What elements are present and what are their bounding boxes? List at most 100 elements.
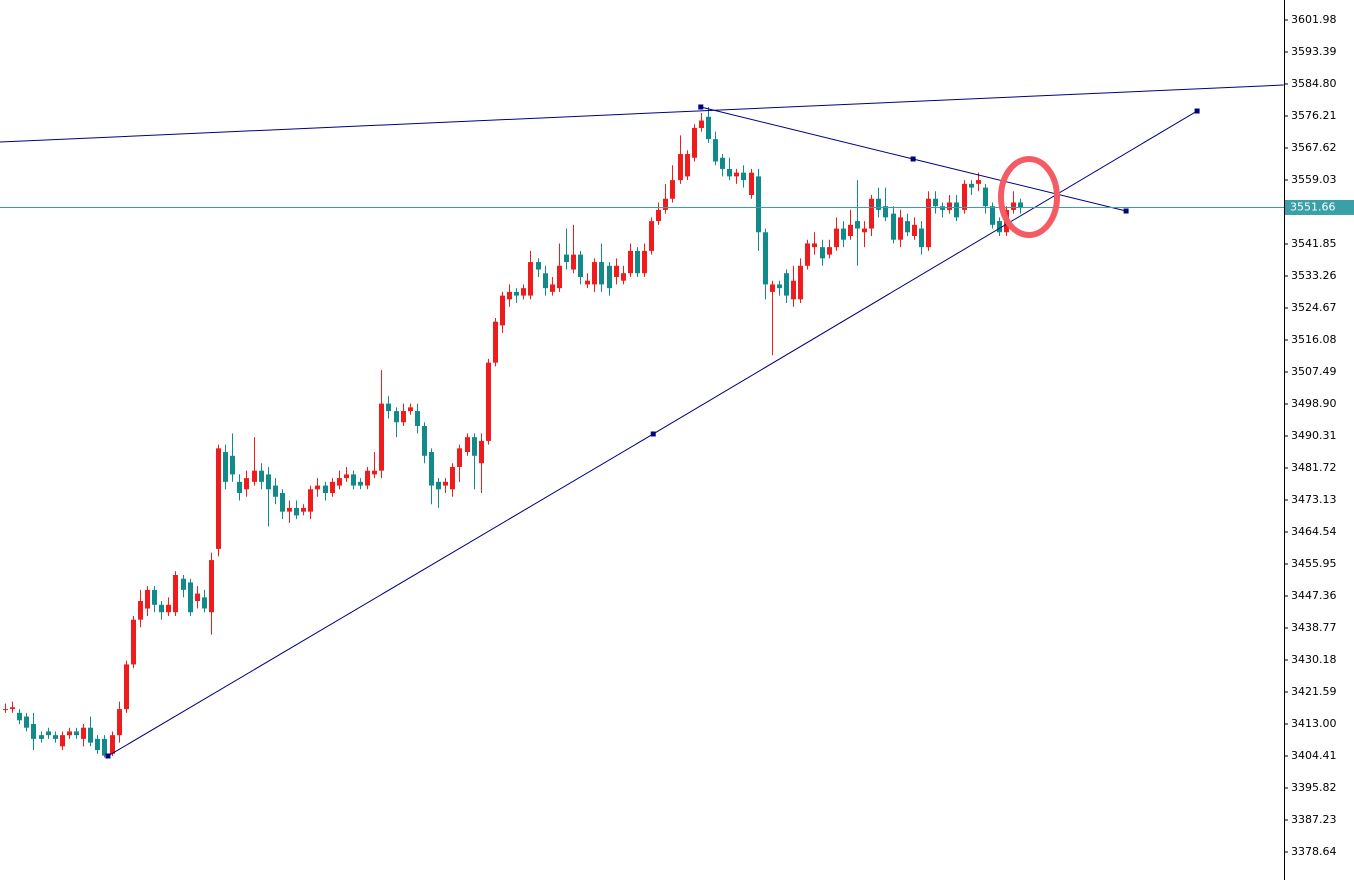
plot-area <box>0 84 1284 759</box>
candle-body <box>883 206 888 218</box>
y-tick-label: 3576.21 <box>1291 109 1337 122</box>
candle-body <box>1011 202 1016 210</box>
candle-body <box>46 731 51 736</box>
candle-body <box>259 470 264 482</box>
candle-body <box>777 284 782 289</box>
candle-body <box>543 273 548 289</box>
candle-body <box>10 707 15 710</box>
candle-body <box>287 507 292 512</box>
candle-body <box>3 709 8 711</box>
candle-body <box>244 478 249 490</box>
candle-body <box>628 250 633 274</box>
candle-body <box>39 735 44 739</box>
candle-body <box>372 470 377 475</box>
candle-body <box>344 474 349 479</box>
candle-body <box>237 481 242 494</box>
y-tick-label: 3498.90 <box>1291 397 1337 410</box>
highlight-circle <box>998 156 1060 238</box>
candle-body <box>848 224 853 236</box>
candle-body <box>159 604 164 613</box>
y-tick-label: 3413.00 <box>1291 717 1337 730</box>
candle-body <box>656 209 661 222</box>
candle-body <box>422 425 427 456</box>
candle-body <box>685 154 690 177</box>
candle-body <box>976 180 981 184</box>
candle-body <box>528 262 533 296</box>
y-tick-label: 3593.39 <box>1291 45 1337 58</box>
candle-body <box>898 217 903 240</box>
y-tick-label: 3559.03 <box>1291 173 1337 186</box>
y-tick-label: 3387.23 <box>1291 813 1337 826</box>
candle-body <box>919 228 924 248</box>
candle-body <box>436 481 441 490</box>
y-tick-label: 3524.67 <box>1291 301 1337 314</box>
candle-body <box>869 198 874 229</box>
y-tick-label: 3404.41 <box>1291 749 1337 762</box>
trendline-anchor <box>1194 108 1200 114</box>
candle-body <box>997 221 1002 233</box>
candle-body <box>678 154 683 181</box>
candle-body <box>891 213 896 240</box>
candle-body <box>67 731 72 736</box>
candle-body <box>770 284 775 292</box>
candle-body <box>621 273 626 281</box>
candle-body <box>188 582 193 613</box>
candle-body <box>443 481 448 486</box>
candle-body <box>74 731 79 736</box>
candle-body <box>855 221 860 229</box>
candle-body <box>727 168 732 177</box>
candle-body <box>223 452 228 482</box>
candle-body <box>642 250 647 274</box>
candle-body <box>585 280 590 285</box>
y-tick-label: 3584.80 <box>1291 77 1337 90</box>
candle-body <box>614 265 619 277</box>
candle-body <box>649 221 654 251</box>
candle-body <box>635 250 640 274</box>
y-axis: 3378.64 3387.23 3395.82 3404.41 3413.00 3421.… <box>1284 13 1337 858</box>
candle-body <box>607 265 612 289</box>
candle-body <box>31 723 36 739</box>
candle-body <box>351 474 356 486</box>
candle-body <box>954 202 959 218</box>
candle-body <box>940 206 945 210</box>
candle-body <box>514 291 519 296</box>
candle-body <box>862 228 867 233</box>
candle-body <box>933 198 938 207</box>
candle-body <box>550 284 555 292</box>
candle-body <box>834 228 839 248</box>
candle-body <box>315 485 320 490</box>
candle-body <box>749 172 754 196</box>
candle-body <box>365 470 370 486</box>
y-tick-label: 3481.72 <box>1291 461 1337 474</box>
y-tick-label: 3601.98 <box>1291 13 1337 26</box>
candle-body <box>88 727 93 743</box>
candle-body <box>323 485 328 494</box>
candle-body <box>756 176 761 233</box>
candle-body <box>763 232 768 285</box>
candle-body <box>578 254 583 277</box>
candle-body <box>394 411 399 423</box>
y-tick-label: 3438.77 <box>1291 621 1337 634</box>
candle-body <box>827 247 832 255</box>
candle-body <box>173 574 178 613</box>
y-tick-label: 3541.85 <box>1291 237 1337 250</box>
candle-body <box>145 589 150 609</box>
candle-body <box>670 180 675 199</box>
candle-body <box>962 183 967 210</box>
candle-body <box>308 489 313 512</box>
candle-body <box>472 437 477 456</box>
trendline-anchor <box>105 753 111 759</box>
candle-body <box>358 481 363 486</box>
y-tick-label: 3533.26 <box>1291 269 1337 282</box>
candle-body <box>557 265 562 289</box>
candle-body <box>429 452 434 486</box>
candle-body <box>741 172 746 181</box>
candle-body <box>95 738 100 751</box>
candle-body <box>564 254 569 263</box>
candle-body <box>465 437 470 453</box>
candle-body <box>60 735 65 747</box>
y-tick-label: 3455.95 <box>1291 557 1337 570</box>
candle-body <box>280 493 285 512</box>
